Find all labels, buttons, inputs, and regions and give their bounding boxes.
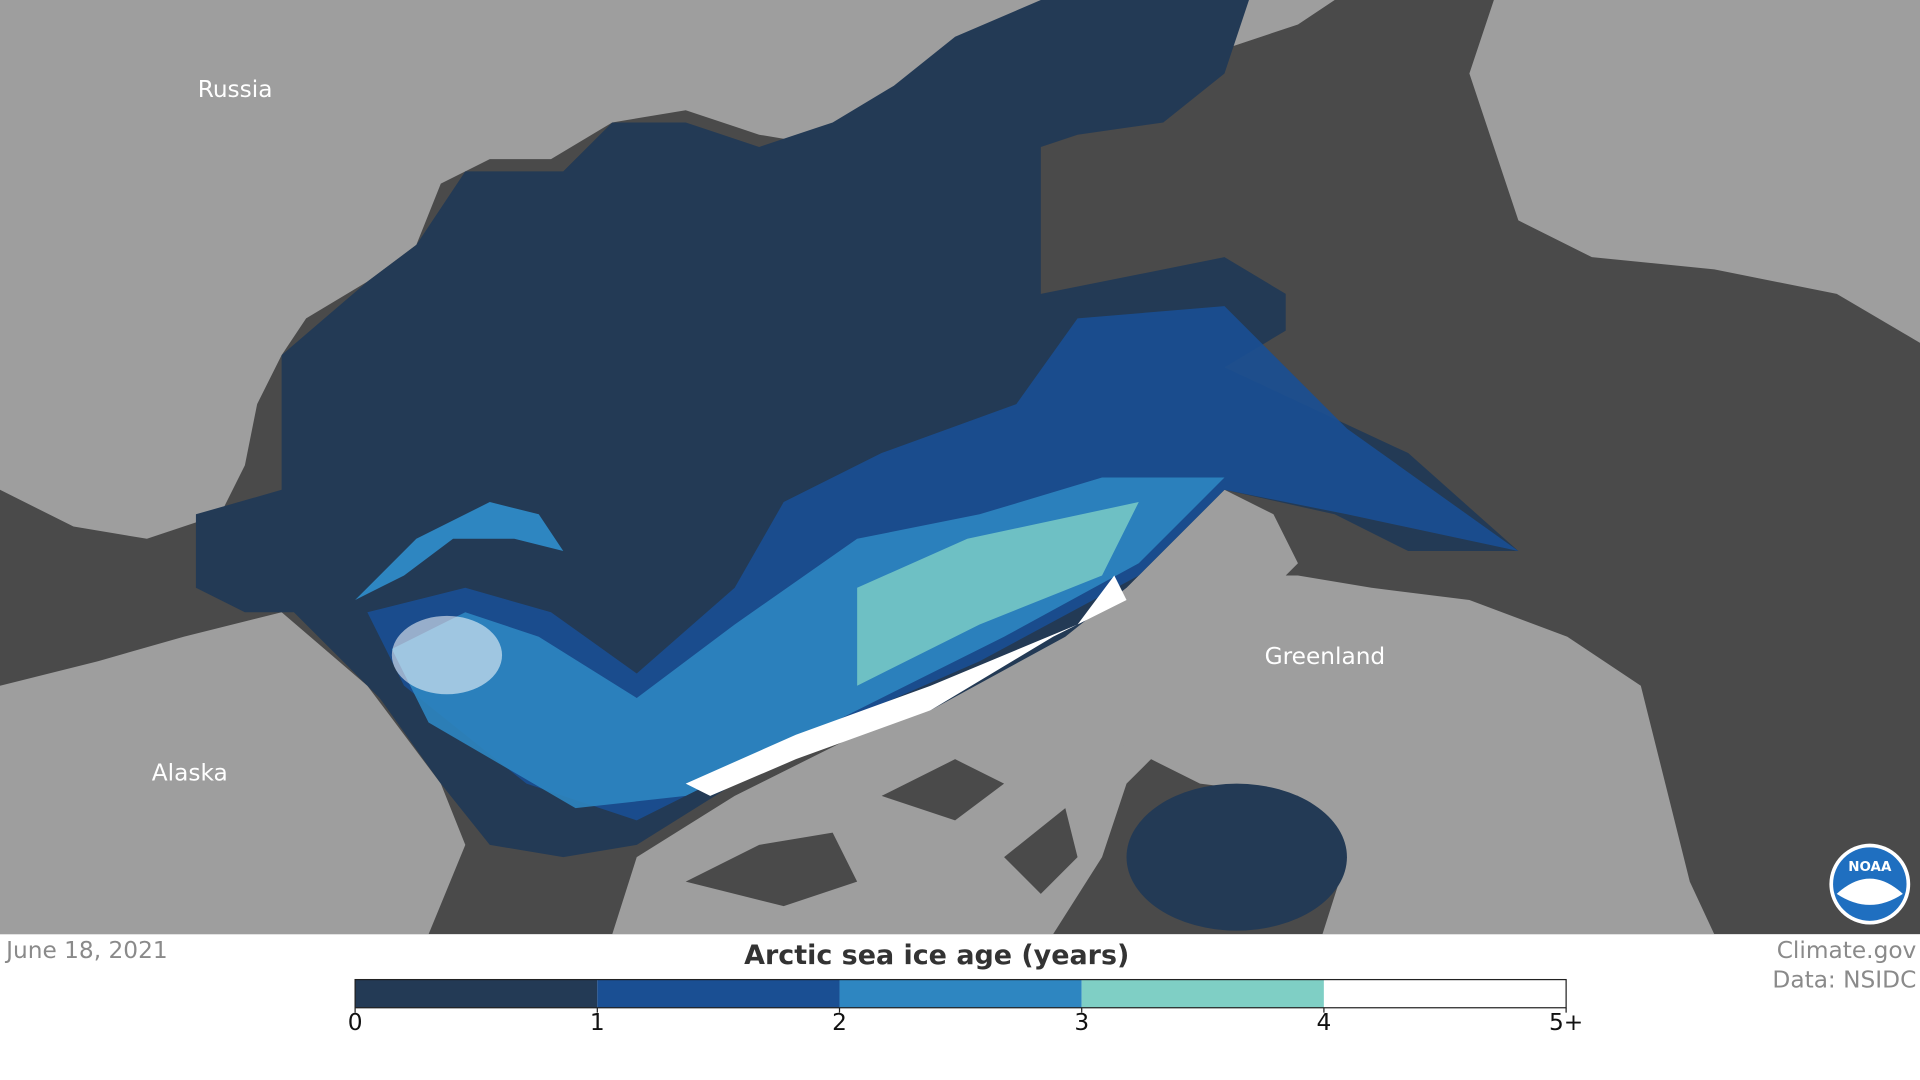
colorbar-segment (1081, 979, 1324, 1008)
colorbar: 0 1 2 3 4 5+ (348, 978, 1583, 1036)
tick-label: 4 (1317, 1009, 1332, 1036)
colorbar-segment (597, 979, 840, 1008)
tick-label: 2 (832, 1009, 847, 1036)
logo-wave (1836, 878, 1903, 905)
credit: Climate.gov (1777, 937, 1917, 964)
land-greenland (1102, 575, 1715, 935)
ice-arm (355, 502, 564, 600)
colorbar-segment (355, 979, 598, 1008)
colorbar-frame (354, 978, 1567, 1009)
ice-age-3 (857, 502, 1139, 686)
tick-label: 5+ (1549, 1009, 1583, 1036)
ice-age-4-patch (391, 615, 503, 695)
map-label: Alaska (152, 759, 228, 786)
tick-label: 0 (348, 1009, 363, 1036)
land-alaska (0, 612, 466, 935)
source: Data: NSIDC (1772, 966, 1916, 993)
ice-age-4 (685, 575, 1127, 796)
legend-title: Arctic sea ice age (years) (744, 940, 1129, 971)
land-russia (0, 0, 1335, 539)
tick-label: 3 (1074, 1009, 1089, 1036)
land-scandinavia (1469, 0, 1920, 343)
logo-text: NOAA (1848, 860, 1892, 875)
map: Russia Alaska Greenland NOAA (0, 0, 1920, 935)
map-label: Greenland (1265, 643, 1386, 670)
ice-baffin (1126, 783, 1347, 931)
date: June 18, 2021 (4, 937, 168, 964)
colorbar-segment (1323, 979, 1567, 1008)
colorbar-segment (839, 979, 1082, 1008)
channels (685, 759, 1078, 907)
tick-label: 1 (590, 1009, 605, 1036)
map-label: Russia (198, 76, 273, 103)
land-canada (612, 489, 1298, 935)
